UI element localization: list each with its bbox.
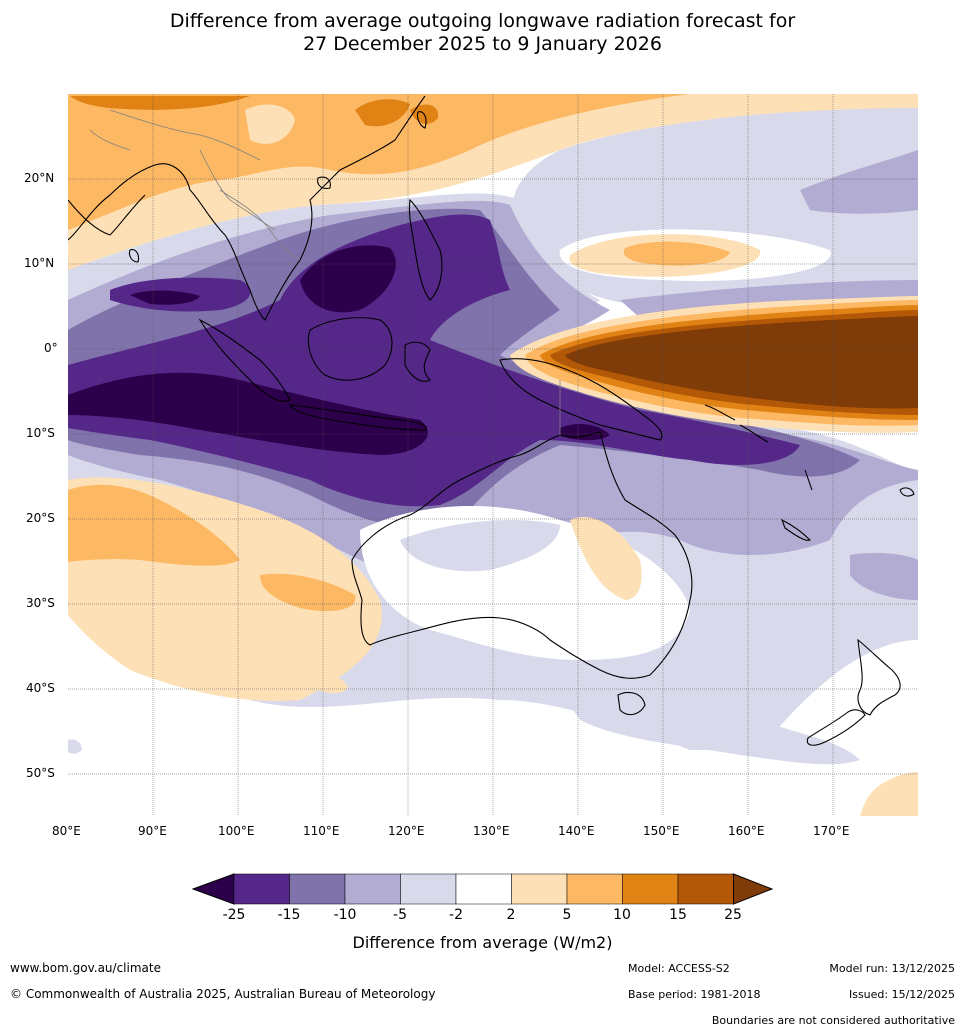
new-guinea-coast (499, 358, 663, 441)
colorbar-bin-7 (566, 873, 623, 905)
title-line-2: 27 December 2025 to 9 January 2026 (303, 33, 662, 55)
footer-model-run: Model run: 13/12/2025 (829, 962, 955, 975)
india-coast (68, 194, 146, 236)
asia-mainland-coast (68, 95, 426, 321)
footer-copyright: © Commonwealth of Australia 2025, Austra… (10, 987, 436, 1001)
lat-label-40s: 40°S (26, 681, 55, 695)
new-zealand-south (806, 709, 866, 746)
colorbar-label-1: -25 (222, 907, 246, 923)
colorbar-extend-low (191, 873, 235, 905)
lon-label-100e: 100°E (218, 824, 255, 838)
border-3 (219, 189, 301, 261)
hainan-coast (317, 176, 331, 189)
sri-lanka-coast (128, 249, 140, 263)
south-china-patch (355, 99, 410, 127)
se-corner-positive (860, 772, 918, 816)
lat-label-30s: 30°S (26, 596, 55, 610)
vanuatu (804, 469, 813, 491)
colorbar-label-2: -15 (277, 907, 301, 923)
lat-label-20s: 20°S (26, 511, 55, 525)
colorbar-bin-9 (677, 873, 734, 905)
map-title: Difference from average outgoing longwav… (0, 10, 965, 56)
lat-label-10s: 10°S (26, 426, 55, 440)
lat-label-50s: 50°S (26, 766, 55, 780)
borneo-coast (307, 317, 393, 381)
new-caledonia (780, 518, 811, 541)
tasman-lavender (850, 552, 918, 600)
colorbar-bin-4 (400, 873, 457, 905)
indochina-light (245, 104, 295, 144)
lon-label-120e: 120°E (388, 824, 425, 838)
gridlines (68, 94, 918, 816)
aus-east-positive (570, 516, 642, 600)
footer-model: Model: ACCESS-S2 (628, 962, 730, 975)
colorbar-label-4: -5 (393, 907, 407, 923)
lon-label-160e: 160°E (728, 824, 765, 838)
footer-base-period: Base period: 1981-2018 (628, 988, 761, 1001)
colorbar-bin-6 (511, 873, 568, 905)
taiwan-coast (416, 111, 427, 129)
pacific-positive-medium (623, 241, 730, 266)
lon-label-150e: 150°E (643, 824, 680, 838)
lat-label-20n: 20°N (24, 171, 55, 185)
title-line-1: Difference from average outgoing longwav… (169, 10, 796, 32)
colorbar-title: Difference from average (W/m2) (352, 933, 613, 952)
lon-label-140e: 140°E (558, 824, 595, 838)
lat-label-0: 0° (44, 341, 58, 355)
tasmania-coast (617, 691, 646, 716)
s-indian-medium-2 (260, 573, 356, 612)
olr-anomaly-map (68, 94, 918, 816)
lon-label-110e: 110°E (303, 824, 340, 838)
sw-corner-lavender (68, 739, 82, 754)
border-1 (109, 109, 261, 161)
sumatra-coast (198, 318, 291, 402)
colorbar (191, 873, 774, 905)
australia-coast (351, 431, 693, 679)
footer-issued: Issued: 15/12/2025 (848, 988, 955, 1001)
border-4 (89, 129, 131, 151)
footer-website: www.bom.gov.au/climate (10, 961, 161, 975)
north-positive-medium (68, 94, 690, 230)
philippines-coast (408, 198, 443, 301)
colorbar-label-8: 10 (613, 907, 631, 923)
arafura-darkest (560, 424, 610, 441)
eq-pacific-extreme (565, 316, 918, 409)
footer-disclaimer: Boundaries are not considered authoritat… (711, 1014, 955, 1027)
colorbar-bin-1 (233, 873, 290, 905)
colorbar-label-3: -10 (333, 907, 357, 923)
colorbar-label-9: 15 (669, 907, 687, 923)
lon-label-80e: 80°E (52, 824, 81, 838)
aus-ne-light-purple (400, 520, 560, 572)
colorbar-label-7: 5 (562, 907, 572, 923)
north-positive-strong (70, 96, 250, 110)
southern-ocean-light-purple (560, 687, 860, 765)
country-borders (89, 109, 561, 435)
colorbar-bin-5 (455, 873, 512, 905)
ne-pacific-lavender (800, 150, 918, 214)
coastlines (68, 95, 915, 746)
colorbar-label-5: -2 (449, 907, 463, 923)
sulawesi-coast (404, 341, 431, 382)
maritime-neg-darkest-scs (300, 245, 396, 313)
colorbar-bin-8 (622, 873, 679, 905)
lon-label-130e: 130°E (473, 824, 510, 838)
lat-label-10n: 10°N (24, 256, 55, 270)
border-2 (199, 149, 276, 231)
lon-label-90e: 90°E (138, 824, 167, 838)
maritime-neg-darkest-io (68, 372, 428, 455)
fiji (899, 487, 915, 497)
new-zealand-north (857, 638, 901, 716)
colorbar-extend-high (733, 873, 774, 905)
colorbar-label-10: 25 (724, 907, 742, 923)
colorbar-bin-3 (344, 873, 401, 905)
s-indian-medium (68, 484, 240, 566)
java-coast (289, 404, 427, 431)
colorbar-label-6: 2 (506, 907, 516, 923)
maritime-neg-darkest-north (130, 290, 200, 305)
colorbar-bin-2 (289, 873, 346, 905)
lon-label-170e: 170°E (813, 824, 850, 838)
